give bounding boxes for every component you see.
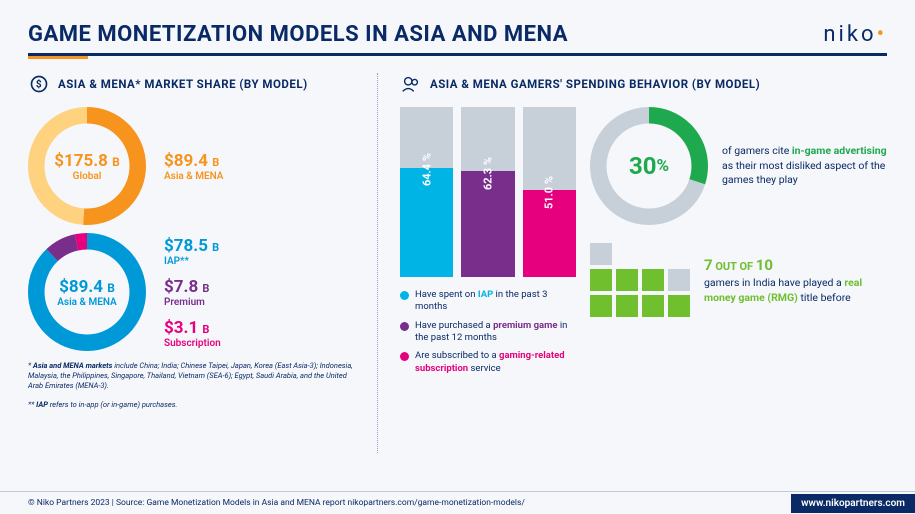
footer-left: © Niko Partners 2023 | Source: Game Mone… [28, 498, 525, 508]
grid-box [642, 269, 664, 291]
stat-7of10: 7 OUT OF 10 gamers in India have played … [590, 243, 887, 317]
panel-market-share: $ ASIA & MENA* MARKET SHARE (BY MODEL) $… [28, 73, 378, 453]
donut-global-sub: Global [73, 171, 102, 182]
donut-breakdown-sub: Asia & MENA [57, 297, 116, 308]
legend-item: Have spent on IAP in the past 3 months [400, 289, 576, 314]
donut-breakdown: $89.4 B Asia & MENA [28, 233, 146, 351]
stat-30pct: 30% of gamers cite in-game advertising a… [590, 107, 887, 225]
grid-box [590, 295, 612, 317]
stat-block: $7.8 BPremium [164, 277, 221, 308]
donut-global: $175.8 B Global [28, 107, 146, 225]
grid-box [668, 295, 690, 317]
footnote-markets: * Asia and MENA markets include China; I… [28, 361, 359, 390]
legend-item: Are subscribed to a gaming-related subsc… [400, 350, 576, 375]
donut-30pct: 30% [590, 107, 708, 225]
grid-box [642, 295, 664, 317]
donut-breakdown-value: $89.4 B [59, 277, 115, 297]
niko-logo: niko• [823, 22, 887, 47]
bar-col: 51.0 % [523, 107, 576, 277]
footer: © Niko Partners 2023 | Source: Game Mone… [0, 491, 915, 514]
grid-box [616, 295, 638, 317]
section-title-right: ASIA & MENA GAMERS' SPENDING BEHAVIOR (B… [400, 73, 887, 95]
section-title-left: $ ASIA & MENA* MARKET SHARE (BY MODEL) [28, 73, 359, 95]
panel-spending-behavior: ASIA & MENA GAMERS' SPENDING BEHAVIOR (B… [378, 73, 887, 453]
header: GAME MONETIZATION MODELS IN ASIA AND MEN… [28, 22, 887, 56]
bars-area: 64.4 %62.3 %51.0 % Have spent on IAP in … [400, 107, 576, 375]
stat-block: $78.5 BIAP** [164, 236, 221, 267]
legend-item: Have purchased a premium game in the pas… [400, 320, 576, 345]
grid-box [590, 269, 612, 291]
grid-box [590, 243, 612, 265]
legend: Have spent on IAP in the past 3 months Ha… [400, 289, 576, 375]
grid-box [668, 269, 690, 291]
grid-box [616, 269, 638, 291]
accent-bar [28, 56, 88, 59]
bar-col: 64.4 % [400, 107, 453, 277]
donut-global-value: $175.8 B [54, 151, 120, 171]
right-stats: 30% of gamers cite in-game advertising a… [590, 107, 887, 375]
bar-col: 62.3 % [461, 107, 514, 277]
money-icon: $ [28, 73, 50, 95]
gamers-icon [400, 73, 422, 95]
grid-boxes [590, 243, 690, 317]
footnote-iap: ** IAP refers to in-app (or in-game) pur… [28, 400, 359, 410]
logo-dot: • [877, 22, 887, 47]
content: $ ASIA & MENA* MARKET SHARE (BY MODEL) $… [28, 73, 887, 453]
donut-row-global: $175.8 B Global $89.4 B Asia & MENA [28, 107, 359, 225]
stat-block: $3.1 BSubscription [164, 318, 221, 349]
stat-asia-mena-total: $89.4 B Asia & MENA [164, 151, 223, 182]
page-title: GAME MONETIZATION MODELS IN ASIA AND MEN… [28, 22, 568, 47]
svg-text:$: $ [36, 77, 42, 90]
stat-7of10-text: 7 OUT OF 10 gamers in India have played … [704, 255, 887, 305]
donut-row-breakdown: $89.4 B Asia & MENA $78.5 BIAP** $7.8 BPr… [28, 233, 359, 351]
footer-right: www.nikopartners.com [791, 494, 915, 513]
page: GAME MONETIZATION MODELS IN ASIA AND MEN… [0, 0, 915, 514]
stat-30pct-text: of gamers cite in-game advertising as th… [722, 144, 887, 188]
